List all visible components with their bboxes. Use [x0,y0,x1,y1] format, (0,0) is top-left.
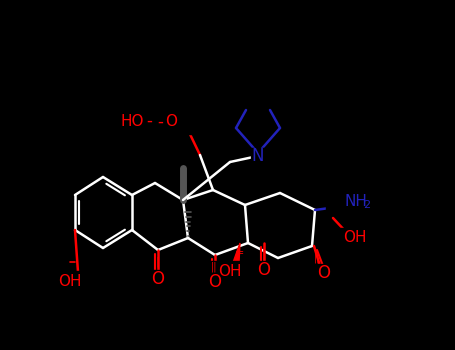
Bar [255,261,273,279]
Text: =: = [235,248,245,258]
Bar [315,264,333,282]
Text: ||: || [211,262,217,272]
Text: HO: HO [120,114,144,130]
Text: OH: OH [58,273,82,288]
Bar [117,110,193,134]
Bar [326,192,370,212]
Text: NH: NH [345,195,368,210]
Text: ||: || [314,253,320,263]
Bar [210,261,246,281]
Bar [55,271,89,291]
Text: -: - [146,112,152,130]
Text: OH: OH [343,231,367,245]
Text: ||: || [154,257,160,267]
Bar [149,270,167,288]
Text: O: O [208,273,222,291]
Text: ||: || [260,250,266,260]
Text: OH: OH [218,264,242,279]
Text: O: O [152,270,165,288]
Text: O: O [258,261,271,279]
Text: O: O [165,114,177,130]
Text: N: N [252,147,264,165]
Bar [206,273,224,291]
Text: 2: 2 [363,200,370,210]
Text: O: O [318,264,330,282]
Bar [251,148,265,164]
Text: -: - [157,113,163,131]
Bar [338,228,372,248]
Polygon shape [233,243,240,264]
